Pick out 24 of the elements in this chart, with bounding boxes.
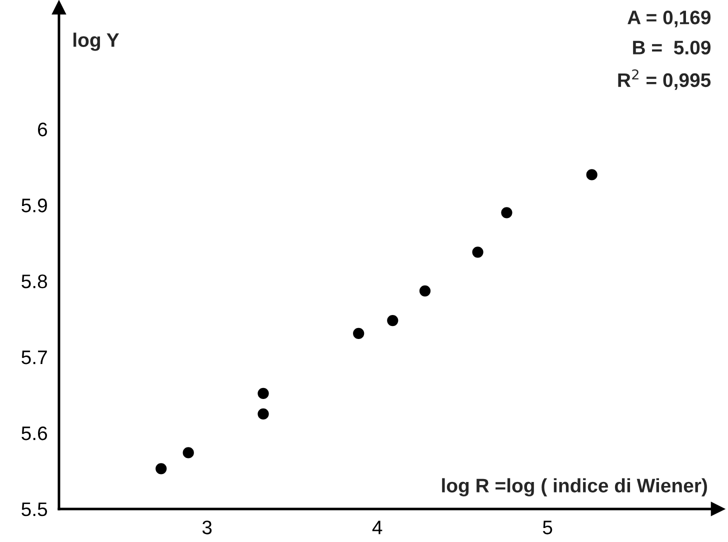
x-tick-label: 5 [542, 520, 552, 534]
point [387, 314, 398, 326]
y-tick-label: 6 [38, 122, 48, 136]
point [156, 463, 167, 474]
point [472, 246, 484, 258]
x-tick-label: 3 [202, 520, 212, 534]
point [501, 207, 512, 218]
y-tick-label: 5.8 [22, 274, 48, 288]
y-tick-label: 5.7 [22, 350, 47, 364]
x-axis-title: log R =log ( indice di Wiener) [442, 478, 707, 496]
y-tick-label: 5.6 [22, 426, 48, 440]
y-axis-title: log Y [74, 32, 120, 51]
annotation: B = 5.09 [633, 40, 710, 54]
annotation: A = 0,169 [628, 10, 710, 28]
point [586, 169, 598, 180]
annotation: R$^{2}$ = 0,995 [618, 69, 711, 90]
point [419, 285, 431, 296]
y-tick-label: 5.5 [22, 502, 48, 516]
y-tick-label: 5.9 [22, 198, 47, 212]
x-tick-label: 4 [372, 520, 382, 534]
point [182, 447, 194, 458]
point [258, 388, 269, 400]
point [258, 408, 269, 420]
point [353, 328, 364, 340]
